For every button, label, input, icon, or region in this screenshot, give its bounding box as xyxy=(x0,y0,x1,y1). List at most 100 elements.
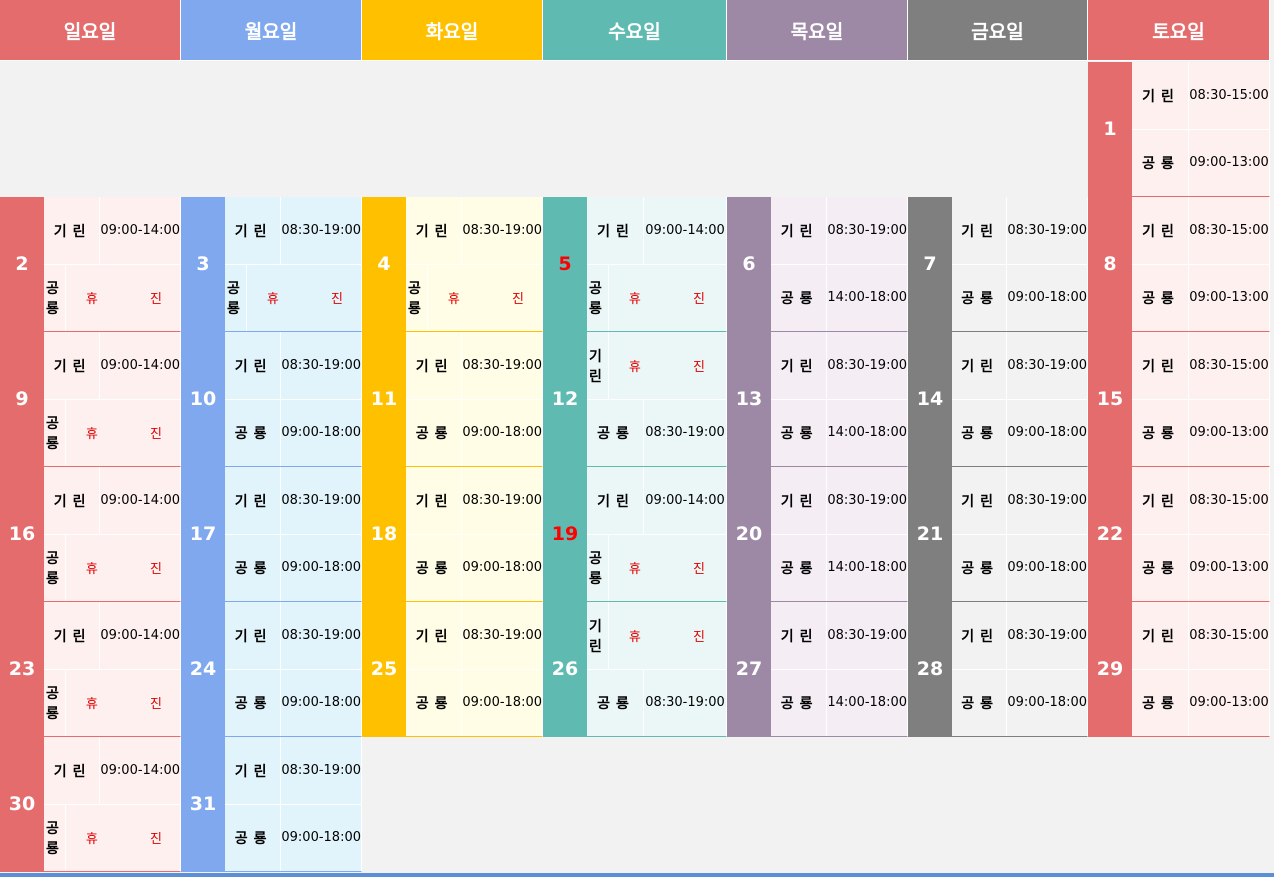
calendar-day-cell[interactable]: 12 기린 휴 진 공룡 08:30-19:00 xyxy=(543,332,727,467)
calendar-day-cell[interactable]: 1 기린 08:30-15:00 공룡 09:00-13:00 xyxy=(1088,62,1270,197)
calendar-day-cell[interactable]: 7 기린 08:30-19:00 공룡 09:00-18:00 xyxy=(908,197,1088,332)
day-schedule: 기린 08:30-19:00 공룡 09:00-18:00 xyxy=(406,467,542,601)
calendar-day-cell[interactable]: 10 기린 08:30-19:00 공룡 09:00-18:00 xyxy=(181,332,362,467)
opening-hours: 09:00-18:00 xyxy=(462,560,542,575)
schedule-row-kirin: 기린 08:30-19:00 xyxy=(771,332,907,400)
pharmacy-name: 공룡 xyxy=(952,399,1008,466)
pharmacy-name: 공룡 xyxy=(1132,534,1189,601)
schedule-row-gongryong: 공룡 휴 진 xyxy=(44,804,180,871)
opening-hours: 09:00-14:00 xyxy=(100,628,180,643)
calendar-day-cell[interactable]: 4 기린 08:30-19:00 공룡 휴 진 xyxy=(362,197,543,332)
calendar-day-cell[interactable]: 29 기린 08:30-15:00 공룡 09:00-13:00 xyxy=(1088,602,1270,737)
pharmacy-name: 기린 xyxy=(225,602,282,669)
calendar-day-cell[interactable]: 2 기린 09:00-14:00 공룡 휴 진 xyxy=(0,197,181,332)
calendar-day-cell[interactable]: 30 기린 09:00-14:00 공룡 휴 진 xyxy=(0,737,181,872)
closed-label: 휴 진 xyxy=(628,292,729,307)
calendar-day-cell[interactable]: 28 기린 08:30-19:00 공룡 09:00-18:00 xyxy=(908,602,1088,737)
opening-hours: 09:00-18:00 xyxy=(1007,560,1087,575)
schedule-row-gongryong: 공룡 09:00-18:00 xyxy=(225,669,361,736)
schedule-row-gongryong: 공룡 14:00-18:00 xyxy=(771,669,907,736)
opening-hours: 08:30-19:00 xyxy=(281,763,361,778)
day-number: 29 xyxy=(1088,602,1132,736)
closed-label: 휴 진 xyxy=(85,697,186,712)
day-schedule: 기린 08:30-19:00 공룡 14:00-18:00 xyxy=(771,602,907,736)
day-number: 27 xyxy=(727,602,771,736)
calendar-day-cell[interactable]: 26 기린 휴 진 공룡 08:30-19:00 xyxy=(543,602,727,737)
calendar-day-cell[interactable]: 20 기린 08:30-19:00 공룡 14:00-18:00 xyxy=(727,467,908,602)
schedule-row-gongryong: 공룡 08:30-19:00 xyxy=(587,669,726,736)
schedule-row-gongryong: 공룡 09:00-18:00 xyxy=(952,399,1087,466)
schedule-row-gongryong: 공룡 09:00-18:00 xyxy=(406,669,542,736)
calendar-day-cell[interactable]: 31 기린 08:30-19:00 공룡 09:00-18:00 xyxy=(181,737,362,872)
opening-hours: 09:00-14:00 xyxy=(645,493,725,508)
schedule-row-gongryong: 공룡 09:00-13:00 xyxy=(1132,669,1269,736)
pharmacy-name: 기린 xyxy=(225,197,282,264)
calendar-day-cell[interactable]: 5 기린 09:00-14:00 공룡 휴 진 xyxy=(543,197,727,332)
opening-hours: 09:00-13:00 xyxy=(1189,290,1269,305)
day-schedule: 기린 08:30-19:00 공룡 09:00-18:00 xyxy=(225,737,361,871)
schedule-row-kirin: 기린 09:00-14:00 xyxy=(44,467,180,535)
schedule-row-gongryong: 공룡 09:00-18:00 xyxy=(952,669,1087,736)
schedule-row-kirin: 기린 08:30-19:00 xyxy=(952,467,1087,535)
calendar-day-cell[interactable]: 22 기린 08:30-15:00 공룡 09:00-13:00 xyxy=(1088,467,1270,602)
opening-hours: 09:00-13:00 xyxy=(1189,560,1269,575)
pharmacy-name: 기린 xyxy=(952,332,1008,399)
schedule-row-gongryong: 공룡 휴 진 xyxy=(225,264,361,331)
pharmacy-name: 공룡 xyxy=(771,264,828,331)
calendar-day-cell[interactable]: 11 기린 08:30-19:00 공룡 09:00-18:00 xyxy=(362,332,543,467)
schedule-row-kirin: 기린 08:30-15:00 xyxy=(1132,62,1269,130)
schedule-row-kirin: 기린 09:00-14:00 xyxy=(44,197,180,265)
calendar-day-cell[interactable]: 6 기린 08:30-19:00 공룡 14:00-18:00 xyxy=(727,197,908,332)
schedule-row-gongryong: 공룡 휴 진 xyxy=(44,399,180,466)
calendar-day-cell[interactable]: 3 기린 08:30-19:00 공룡 휴 진 xyxy=(181,197,362,332)
day-number: 14 xyxy=(908,332,952,466)
closed-label: 휴 진 xyxy=(85,292,186,307)
schedule-row-gongryong: 공룡 09:00-13:00 xyxy=(1132,264,1269,331)
calendar-day-cell[interactable]: 23 기린 09:00-14:00 공룡 휴 진 xyxy=(0,602,181,737)
calendar-day-cell[interactable]: 14 기린 08:30-19:00 공룡 09:00-18:00 xyxy=(908,332,1088,467)
pharmacy-name: 기린 xyxy=(771,332,828,399)
opening-hours: 09:00-18:00 xyxy=(281,695,361,710)
closed-label: 휴 진 xyxy=(628,562,729,577)
calendar-day-cell[interactable]: 18 기린 08:30-19:00 공룡 09:00-18:00 xyxy=(362,467,543,602)
calendar-day-cell[interactable]: 27 기린 08:30-19:00 공룡 14:00-18:00 xyxy=(727,602,908,737)
weekday-header-cell: 일요일 xyxy=(0,0,181,61)
opening-hours: 08:30-19:00 xyxy=(281,628,361,643)
pharmacy-name: 공룡 xyxy=(587,399,644,466)
calendar-day-cell[interactable]: 13 기린 08:30-19:00 공룡 14:00-18:00 xyxy=(727,332,908,467)
day-number: 11 xyxy=(362,332,406,466)
pharmacy-name: 공룡 xyxy=(44,399,66,466)
pharmacy-name: 기린 xyxy=(952,602,1008,669)
weekday-header-cell: 목요일 xyxy=(727,0,908,61)
day-number: 9 xyxy=(0,332,44,466)
closed-label: 휴 진 xyxy=(628,630,729,645)
schedule-row-kirin: 기린 08:30-15:00 xyxy=(1132,602,1269,670)
weekday-header: 일요일 월요일 화요일 수요일 목요일 금요일 토요일 xyxy=(0,0,1274,62)
schedule-row-kirin: 기린 08:30-19:00 xyxy=(771,197,907,265)
opening-hours: 08:30-15:00 xyxy=(1189,88,1269,103)
opening-hours: 14:00-18:00 xyxy=(827,425,907,440)
calendar-day-cell[interactable]: 25 기린 08:30-19:00 공룡 09:00-18:00 xyxy=(362,602,543,737)
pharmacy-name: 공룡 xyxy=(44,264,66,331)
calendar-day-cell[interactable]: 24 기린 08:30-19:00 공룡 09:00-18:00 xyxy=(181,602,362,737)
schedule-row-kirin: 기린 08:30-19:00 xyxy=(225,602,361,670)
day-number: 21 xyxy=(908,467,952,601)
pharmacy-name: 공룡 xyxy=(952,534,1008,601)
calendar-day-cell[interactable]: 9 기린 09:00-14:00 공룡 휴 진 xyxy=(0,332,181,467)
day-number: 26 xyxy=(543,602,587,736)
calendar-day-cell[interactable]: 17 기린 08:30-19:00 공룡 09:00-18:00 xyxy=(181,467,362,602)
calendar-day-cell[interactable]: 21 기린 08:30-19:00 공룡 09:00-18:00 xyxy=(908,467,1088,602)
calendar-day-cell[interactable]: 8 기린 08:30-15:00 공룡 09:00-13:00 xyxy=(1088,197,1270,332)
pharmacy-name: 기린 xyxy=(225,332,282,399)
calendar-day-cell[interactable]: 19 기린 09:00-14:00 공룡 휴 진 xyxy=(543,467,727,602)
day-schedule: 기린 08:30-19:00 공룡 09:00-18:00 xyxy=(225,602,361,736)
opening-hours: 08:30-15:00 xyxy=(1189,223,1269,238)
schedule-row-kirin: 기린 08:30-19:00 xyxy=(225,332,361,400)
calendar-day-cell[interactable]: 16 기린 09:00-14:00 공룡 휴 진 xyxy=(0,467,181,602)
opening-hours: 08:30-19:00 xyxy=(827,493,907,508)
calendar-day-cell[interactable]: 15 기린 08:30-15:00 공룡 09:00-13:00 xyxy=(1088,332,1270,467)
closed-label: 휴 진 xyxy=(85,427,186,442)
schedule-row-kirin: 기린 08:30-19:00 xyxy=(406,467,542,535)
day-number: 16 xyxy=(0,467,44,601)
schedule-row-kirin: 기린 08:30-19:00 xyxy=(406,197,542,265)
